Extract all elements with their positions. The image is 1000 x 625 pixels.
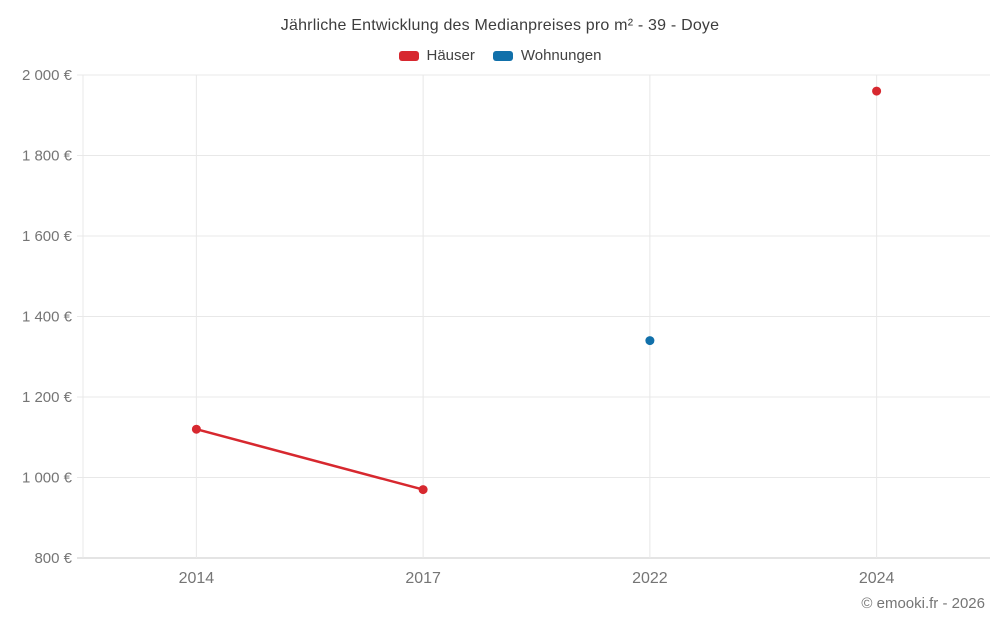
x-tick-label: 2024 [859,570,895,587]
x-tick-label: 2014 [179,570,215,587]
y-tick-label: 1 000 € [22,470,73,487]
y-tick-label: 800 € [34,550,72,567]
y-tick-label: 2 000 € [22,67,73,84]
y-tick-label: 1 600 € [22,228,73,245]
copyright-text: © emooki.fr - 2026 [861,595,985,612]
y-tick-label: 1 200 € [22,389,73,406]
series-line-h-user [196,91,876,490]
legend-item-wohnungen[interactable]: Wohnungen [492,47,602,64]
legend-swatch-haeuser [398,50,419,61]
legend-item-haeuser[interactable]: Häuser [398,47,475,64]
x-tick-label: 2022 [632,570,668,587]
chart-title: Jährliche Entwicklung des Medianpreises … [280,17,720,34]
legend-label-wohnungen: Wohnungen [520,47,602,64]
data-point-wohnungen-2022[interactable] [645,336,655,346]
y-tick-label: 1 800 € [22,148,73,165]
legend-label-haeuser: Häuser [426,47,475,64]
x-tick-label: 2017 [405,570,441,587]
data-point-h-user-2024[interactable] [872,86,882,96]
legend-swatch-wohnungen [492,50,513,61]
data-point-h-user-2017[interactable] [418,485,428,495]
data-point-h-user-2014[interactable] [191,424,201,434]
legend: Häuser Wohnungen [0,47,1000,64]
y-tick-label: 1 400 € [22,309,73,326]
